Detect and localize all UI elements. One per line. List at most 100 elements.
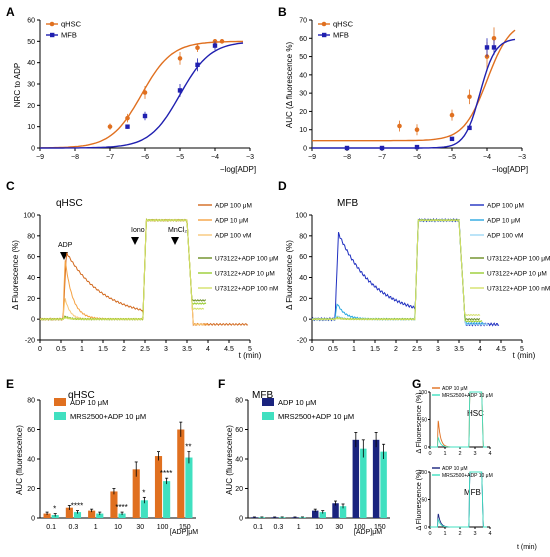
E-bar — [65, 507, 73, 518]
E-category-label: 1 — [94, 524, 98, 531]
F-bar — [278, 517, 286, 518]
C-xtick-label: 3 — [164, 346, 168, 353]
F-bar — [271, 517, 278, 518]
D-ytick-label: 0 — [303, 317, 307, 324]
A-xtick-label: −6 — [141, 154, 149, 161]
C-legend-text: U73122+ADP 100 μM — [215, 256, 278, 263]
D-trace-4 — [311, 218, 483, 323]
B-point — [379, 145, 385, 151]
E-significance: **** — [160, 469, 172, 478]
C-ytick-label: 60 — [27, 254, 35, 261]
A-xtick-label: −3 — [246, 154, 254, 161]
B-point — [491, 35, 497, 41]
B-point — [397, 123, 402, 129]
D-ytick-label: 60 — [299, 254, 307, 261]
E-ytick-label: 20 — [27, 486, 35, 493]
panel-letter-e: E — [6, 377, 14, 391]
C-xtick-label: 1.5 — [98, 346, 108, 353]
C-legend-text: U73122+ADP 100 nM — [215, 286, 278, 293]
G-bottom-trace-0 — [430, 471, 487, 528]
F-legend-swatch — [262, 412, 274, 420]
D-trace-5 — [311, 219, 481, 321]
D-xtick-label: 3.5 — [454, 346, 464, 353]
F-category-label: 100 — [354, 524, 366, 531]
A-ytick-label: 50 — [27, 39, 35, 46]
E-significance: * — [142, 488, 145, 497]
D-xtick-label: 2.5 — [412, 346, 422, 353]
E-bar — [88, 510, 96, 518]
E-bar — [110, 491, 118, 518]
B-point — [467, 125, 472, 131]
panel-d-title: MFB — [337, 198, 358, 209]
F-category-label: 30 — [335, 524, 343, 531]
panel-d-ylabel: Δ Fluorescence (%) — [285, 240, 294, 310]
C-ytick-label: -20 — [25, 338, 35, 345]
C-xtick-label: 4 — [206, 346, 210, 353]
C-ytick-label: 80 — [27, 233, 35, 240]
E-significance: **** — [71, 502, 83, 511]
G-bottom-ytick-label: 100 — [419, 470, 428, 476]
G-bottom-legend-text: MRS2500+ADP 10 μM — [442, 473, 493, 479]
E-bar — [185, 457, 193, 518]
annotation-mncl2: MnCl₂ — [168, 227, 187, 234]
B-ytick-label: 50 — [299, 54, 307, 61]
A-xtick-label: −8 — [71, 154, 79, 161]
E-category-label: 0.3 — [69, 524, 79, 531]
F-category-label: 0.3 — [274, 524, 284, 531]
E-category-label: 0.1 — [46, 524, 56, 531]
B-point — [449, 112, 455, 118]
E-ytick-label: 40 — [27, 457, 35, 464]
A-point — [195, 62, 200, 67]
C-xtick-label: 3.5 — [182, 346, 192, 353]
B-point — [484, 45, 490, 50]
E-ytick-label: 80 — [27, 398, 35, 405]
panel-f-title: MFB — [252, 390, 273, 401]
arrow-adp-icon — [60, 252, 68, 260]
F-bar — [360, 448, 367, 518]
A-point — [142, 90, 148, 95]
panel-letter-f: F — [218, 377, 225, 391]
A-legend-marker — [49, 21, 55, 27]
panel-letter-c: C — [6, 179, 15, 193]
E-bar — [43, 513, 51, 518]
C-legend-text: U73122+ADP 10 μM — [215, 271, 275, 278]
B-xtick-label: −3 — [518, 154, 526, 161]
E-bar — [177, 429, 185, 518]
D-legend-text: ADP 10 μM — [487, 218, 520, 225]
E-bar — [73, 512, 82, 518]
A-point — [125, 124, 130, 129]
F-category-label: 150 — [374, 524, 386, 531]
B-ytick-label: 30 — [299, 91, 307, 98]
F-bar — [372, 439, 380, 518]
B-point — [414, 144, 420, 150]
B-xtick-label: −8 — [343, 154, 351, 161]
D-xtick-label: 1.5 — [370, 346, 380, 353]
E-bar — [96, 513, 104, 518]
B-ytick-label: 0 — [303, 146, 307, 153]
A-ytick-label: 30 — [27, 82, 35, 89]
panel-g-bottom-label: MFB — [464, 488, 481, 497]
panel-letter-b: B — [278, 5, 287, 19]
G-bottom-xtick-label: 4 — [488, 531, 491, 537]
panel-g-top-ylabel: Δ Fluorescence (%) — [416, 392, 423, 453]
C-xtick-label: 5 — [248, 346, 252, 353]
annotation-iono: Iono — [131, 227, 145, 234]
D-xtick-label: 5 — [520, 346, 524, 353]
E-bar — [118, 513, 126, 518]
A-point — [177, 56, 183, 61]
A-fit-1 — [40, 42, 244, 149]
F-bar — [312, 510, 319, 518]
arrow-iono-icon — [131, 237, 139, 245]
F-category-label: 0.1 — [253, 524, 263, 531]
B-point — [414, 127, 420, 133]
B-fit-0 — [312, 29, 516, 142]
G-bottom-xtick-label: 0 — [428, 531, 431, 537]
A-xtick-label: −7 — [106, 154, 114, 161]
B-legend-text: MFB — [333, 31, 349, 40]
B-ytick-label: 10 — [299, 127, 307, 134]
E-category-label: 30 — [136, 524, 144, 531]
panel-e-xlabel: [ADP]μM — [170, 529, 198, 536]
A-point — [142, 113, 148, 119]
F-ytick-label: 40 — [235, 457, 243, 464]
